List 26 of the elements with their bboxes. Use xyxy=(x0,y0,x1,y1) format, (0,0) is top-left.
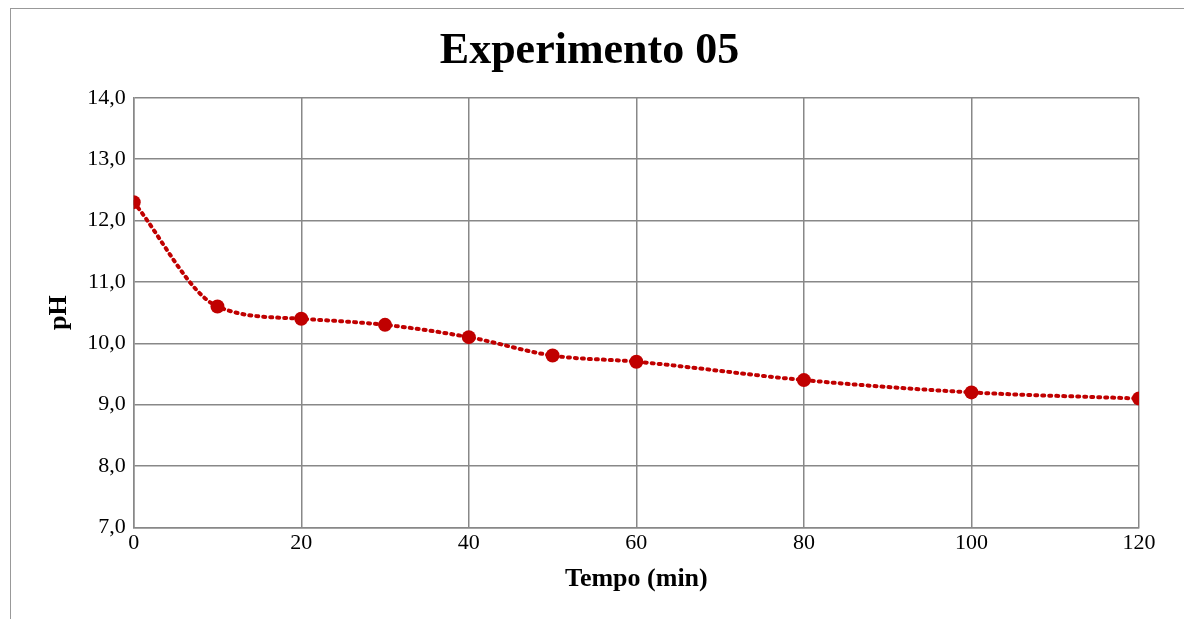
y-tick-label: 12,0 xyxy=(87,206,126,232)
y-tick-label: 13,0 xyxy=(87,144,126,170)
y-tick-label: 8,0 xyxy=(98,451,126,477)
y-tick-label: 10,0 xyxy=(87,329,126,355)
x-tick-label: 80 xyxy=(792,529,815,555)
x-axis-title: Tempo (min) xyxy=(564,563,708,593)
y-tick-label: 7,0 xyxy=(98,513,126,539)
point xyxy=(964,385,979,400)
point xyxy=(461,330,476,345)
x-tick-label: 40 xyxy=(457,529,480,555)
x-tick-label: 120 xyxy=(1122,529,1156,555)
x-tick-label: 20 xyxy=(290,529,313,555)
point xyxy=(378,317,393,332)
y-tick-label: 9,0 xyxy=(98,390,126,416)
x-tick-label: 100 xyxy=(954,529,988,555)
y-tick-label: 14,0 xyxy=(87,83,126,109)
point xyxy=(629,354,644,369)
y-axis-title: pH xyxy=(43,295,73,330)
y-tick-label: 11,0 xyxy=(88,267,126,293)
chart-title: Experimento 05 xyxy=(439,23,740,73)
point xyxy=(210,299,225,314)
point xyxy=(796,373,811,388)
x-tick-label: 60 xyxy=(625,529,648,555)
x-tick-label: 0 xyxy=(128,529,140,555)
point xyxy=(545,348,560,363)
point xyxy=(294,311,309,326)
